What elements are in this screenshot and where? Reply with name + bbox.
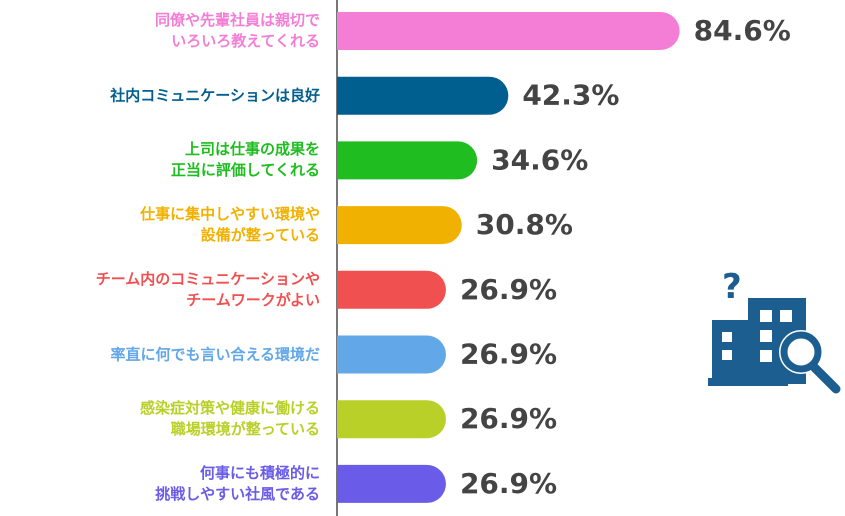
value-label: 84.6% bbox=[694, 14, 791, 47]
category-label: チーム内のコミュニケーションや チームワークがよい bbox=[95, 269, 320, 309]
category-label: 何事にも積極的に 挑戦しやすい社風である bbox=[155, 463, 320, 503]
value-label: 26.9% bbox=[460, 402, 557, 435]
value-label: 26.9% bbox=[460, 467, 557, 500]
category-label: 率直に何でも言い合える環境だ bbox=[110, 345, 320, 363]
svg-text:?: ? bbox=[722, 267, 742, 307]
bar bbox=[337, 206, 462, 245]
category-label: 社内コミュニケーションは良好 bbox=[110, 86, 320, 105]
category-label: 上司は仕事の成果を 正当に評価してくれる bbox=[170, 140, 320, 180]
value-label: 34.6% bbox=[491, 143, 588, 176]
category-label: 仕事に集中しやすい環境や 設備が整っている bbox=[140, 205, 320, 245]
value-label: 42.3% bbox=[522, 79, 619, 112]
bar bbox=[337, 76, 509, 115]
bar bbox=[337, 464, 446, 503]
value-label: 26.9% bbox=[460, 338, 557, 371]
value-label: 30.8% bbox=[476, 208, 573, 241]
bar bbox=[337, 141, 478, 180]
bar bbox=[337, 335, 446, 374]
category-label: 感染症対策や健康に働ける 職場環境が整っている bbox=[139, 399, 320, 439]
bar bbox=[337, 270, 446, 309]
value-label: 26.9% bbox=[460, 273, 557, 306]
category-label: 同僚や先輩社員は親切で いろいろ教えてくれる bbox=[154, 11, 320, 50]
icon: ? bbox=[708, 267, 841, 394]
bar bbox=[337, 400, 446, 439]
bar bbox=[337, 12, 680, 50]
